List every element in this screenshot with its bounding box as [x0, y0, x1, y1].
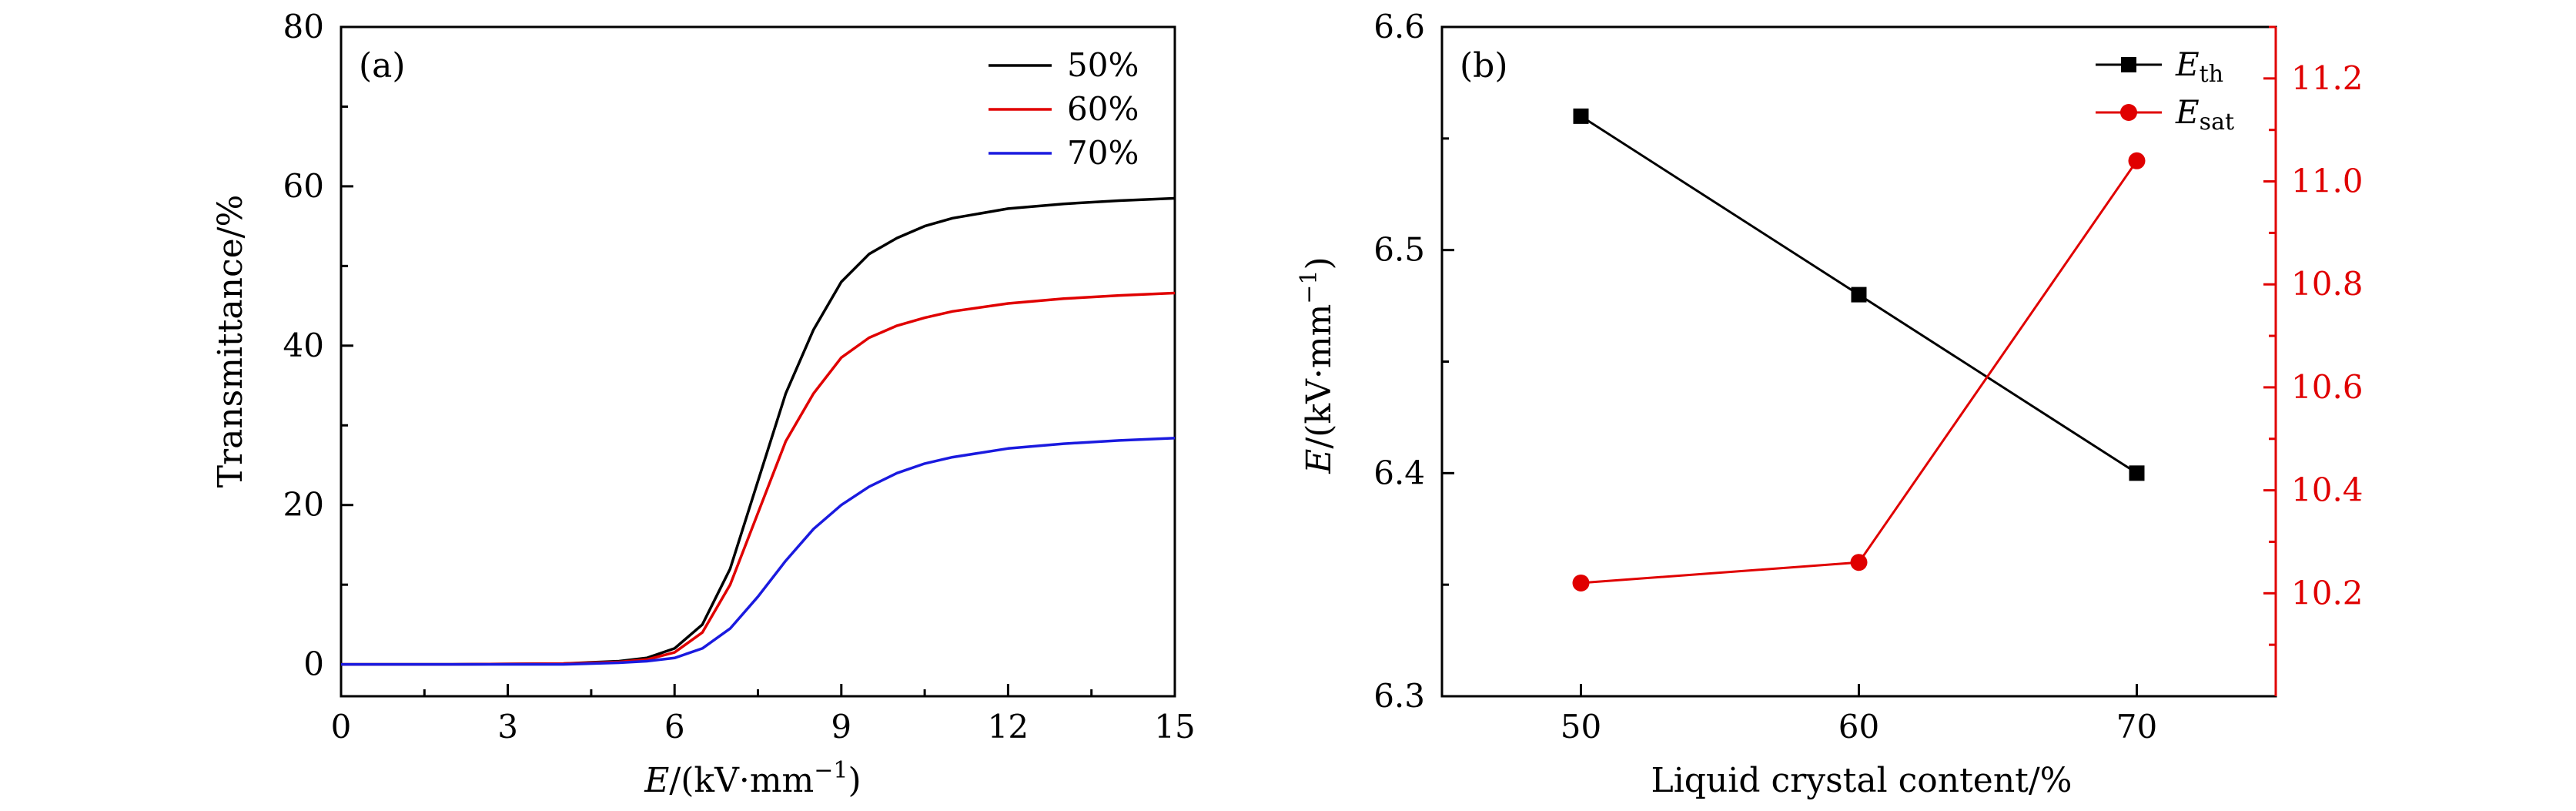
panel-a-ticks: 0 3 6 9 12 15 0 20 40 60 80 [283, 8, 1196, 746]
y-tick-label: 80 [283, 8, 324, 45]
panel-a-y-axis-title: Transmittance/% [211, 195, 250, 488]
y-right-tick-label: 10.4 [2291, 471, 2364, 509]
legend-label: Eth [2175, 45, 2223, 88]
panel-b-series [1572, 108, 2146, 591]
panel-a-curves [341, 196, 1176, 666]
x-tick-label: 9 [831, 708, 851, 746]
panel-a: 0 3 6 9 12 15 0 20 40 60 80 (a) Transmittance/% E/… [211, 8, 1196, 800]
panel-a-legend: 50% 60% 70% [989, 46, 1139, 172]
series-Esat-marker [1572, 574, 1590, 591]
legend-label: 50% [1067, 46, 1139, 84]
panel-a-x-title-sup: −1 [814, 757, 848, 784]
series-Esat-marker [2128, 152, 2146, 169]
panel-b-frame [1440, 25, 2277, 698]
panel-a-x-axis-title: E/(kV·mm−1) [644, 757, 861, 800]
y-right-tick-label: 10.2 [2291, 574, 2364, 612]
legend-label-sub: th [2200, 61, 2223, 88]
panel-b-y-title-var: E [1300, 449, 1339, 474]
panel-b-y-title-close: ) [1300, 256, 1339, 270]
y-tick-label: 60 [283, 167, 324, 205]
panel-b-y-title-unit: /(kV·mm [1300, 304, 1339, 449]
legend-label-sub: sat [2200, 109, 2234, 136]
series-50-line [341, 196, 1176, 666]
y-right-tick-label: 11.0 [2291, 163, 2364, 200]
y-left-tick-label: 6.4 [1373, 454, 1425, 491]
panel-b-y-title-sup: −1 [1296, 270, 1323, 303]
x-tick-label: 3 [497, 708, 518, 746]
series-Esat-line [1581, 159, 2138, 585]
y-right-tick-label: 10.6 [2291, 368, 2364, 406]
y-left-tick-label: 6.5 [1373, 231, 1425, 269]
legend-label-var: E [2175, 45, 2200, 83]
series-Eth-marker [1851, 287, 1867, 303]
legend-label: 70% [1067, 134, 1139, 172]
x-tick-label: 15 [1154, 708, 1195, 746]
x-tick-label: 70 [2116, 708, 2157, 746]
legend-label: Esat [2175, 93, 2234, 136]
y-left-tick-label: 6.6 [1373, 8, 1425, 45]
legend-label: 60% [1067, 90, 1139, 128]
y-tick-label: 0 [303, 645, 324, 683]
x-tick-label: 6 [664, 708, 685, 746]
panel-b-label: (b) [1460, 46, 1508, 85]
panel-a-x-title-close: ) [848, 761, 861, 800]
series-70-line [341, 437, 1176, 666]
series-Esat-marker [1850, 554, 1868, 571]
panel-a-x-title-unit: /(kV·mm [669, 761, 814, 800]
y-right-tick-label: 10.8 [2291, 265, 2364, 303]
x-tick-label: 60 [1838, 708, 1879, 746]
x-tick-label: 12 [988, 708, 1029, 746]
panel-a-x-title-var: E [644, 761, 669, 800]
panel-a-label: (a) [359, 46, 406, 85]
series-Eth-marker [2129, 465, 2145, 481]
panel-b-y-axis-title: E/(kV·mm−1) [1296, 256, 1339, 474]
legend-marker [2121, 57, 2136, 72]
y-tick-label: 40 [283, 327, 324, 364]
y-tick-label: 20 [283, 486, 324, 524]
panel-b: 50 60 70 6.3 6.4 6.5 6.6 10.2 10.4 10.6 10.8 11.0 11… [1296, 8, 2364, 800]
x-tick-label: 50 [1561, 708, 1601, 746]
legend-label-var: E [2175, 93, 2200, 131]
y-left-tick-label: 6.3 [1373, 677, 1425, 715]
legend-marker [2120, 104, 2137, 121]
x-tick-label: 0 [331, 708, 352, 746]
series-Eth-marker [1573, 108, 1589, 124]
panel-b-ticks: 50 60 70 6.3 6.4 6.5 6.6 10.2 10.4 10.6 10.8 11.0 11… [1373, 8, 2363, 746]
y-right-tick-label: 11.2 [2291, 59, 2364, 97]
panel-b-x-axis-title: Liquid crystal content/% [1651, 761, 2073, 800]
